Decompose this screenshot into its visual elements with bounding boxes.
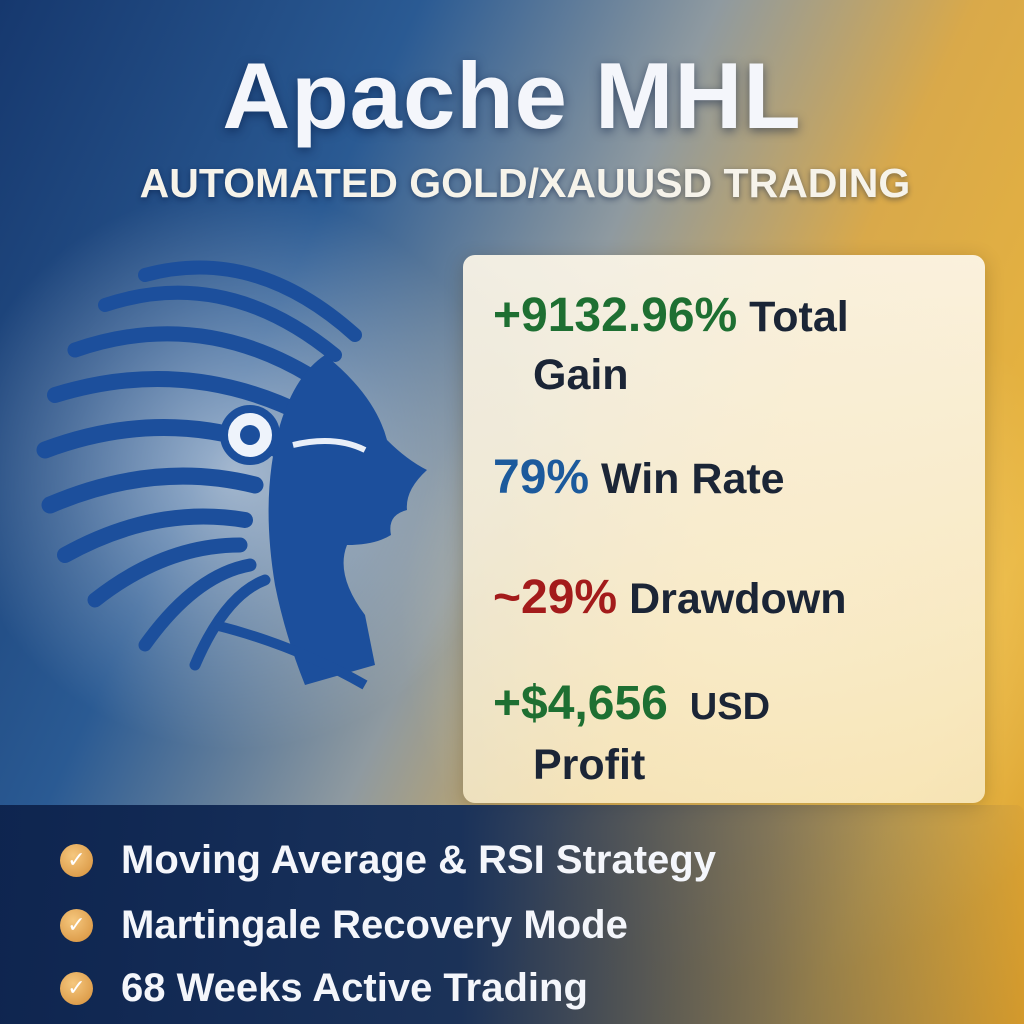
stat-label: Win Rate: [601, 455, 785, 503]
page-subtitle: AUTOMATED GOLD/XAUUSD TRADING: [139, 160, 911, 206]
stat-value: ~29%: [493, 571, 618, 624]
feature-item: ✓ Moving Average & RSI Strategy: [60, 830, 716, 890]
stat-profit: +$4,656 USD Profit: [493, 675, 770, 794]
check-circle-icon: ✓: [60, 971, 93, 1005]
stat-label: Drawdown: [629, 575, 847, 623]
stat-value: +9132.96%: [493, 289, 738, 342]
stat-label: Total: [749, 293, 849, 341]
feature-item: ✓ 68 Weeks Active Trading: [60, 958, 588, 1018]
feature-label: Moving Average & RSI Strategy: [121, 837, 716, 882]
features-band: [0, 805, 1024, 1024]
native-chief-headdress-profile-icon: [36, 260, 427, 690]
check-circle-icon: ✓: [60, 843, 93, 877]
stat-label: Profit: [533, 741, 646, 789]
stat-drawdown: ~29% Drawdown: [493, 569, 846, 628]
feature-label: 68 Weeks Active Trading: [121, 965, 588, 1010]
stat-total-gain: +9132.96% Total Gain: [493, 287, 849, 404]
stat-label: Gain: [533, 351, 629, 399]
stat-win-rate: 79% Win Rate: [493, 449, 785, 508]
stat-label: USD: [689, 686, 771, 728]
page-title: Apache MHL: [222, 43, 802, 148]
stat-value: 79%: [493, 451, 590, 504]
check-circle-icon: ✓: [60, 908, 93, 942]
feature-label: Martingale Recovery Mode: [121, 902, 628, 947]
stats-card: +9132.96% Total Gain 79% Win Rate ~29% D…: [463, 255, 985, 803]
stat-value: +$4,656: [493, 677, 668, 730]
feature-item: ✓ Martingale Recovery Mode: [60, 895, 628, 955]
